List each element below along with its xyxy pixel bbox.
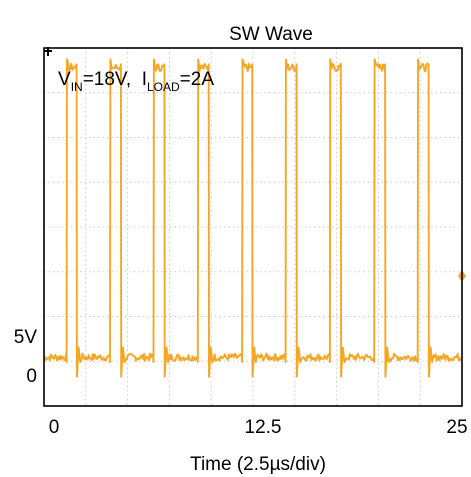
- annotation-i-rest: =2A: [180, 69, 215, 90]
- annotation-i-sub: LOAD: [147, 80, 180, 94]
- y-tick-label: 0: [26, 366, 37, 387]
- annotation-i-main: I: [142, 69, 147, 90]
- x-tick-label: 0: [49, 417, 60, 438]
- x-tick-label: 25: [446, 417, 467, 438]
- x-axis-label: Time (2.5µs/div): [190, 454, 326, 475]
- chart-title: SW Wave: [229, 24, 313, 45]
- plot-frame: [43, 47, 463, 407]
- sw-waveform-line: [43, 58, 463, 378]
- series-layer: [43, 58, 463, 378]
- annotation-v-main: V: [58, 69, 71, 90]
- annotation-v-rest: =18V,: [83, 69, 142, 90]
- y-tick-label: 5V: [14, 327, 38, 348]
- annotation-v-sub: IN: [71, 80, 83, 94]
- x-tick-label: 12.5: [245, 417, 282, 438]
- annotation-text: VIN=18V, ILOAD=2A: [58, 69, 214, 94]
